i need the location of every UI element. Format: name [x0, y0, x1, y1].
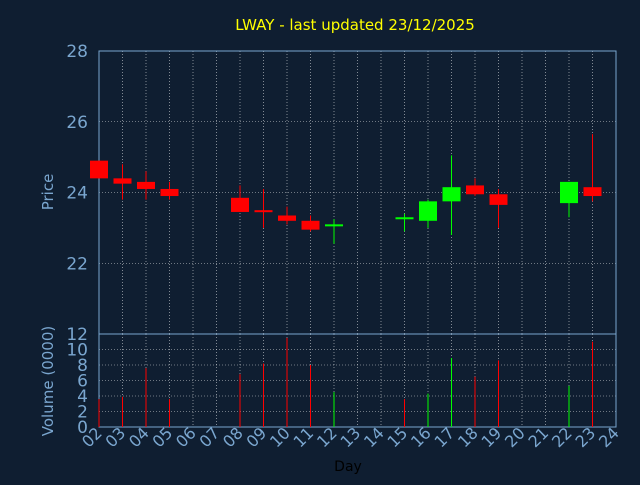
candle — [160, 181, 179, 200]
volume-y-tick-label: 10 — [66, 341, 88, 361]
candle-body — [301, 220, 320, 230]
candle — [442, 155, 461, 235]
candle — [137, 171, 155, 200]
candle-body — [278, 215, 296, 221]
candle-body — [419, 201, 437, 221]
candle-body — [160, 188, 179, 197]
candle — [325, 219, 343, 244]
price-y-tick-label: 26 — [66, 113, 88, 133]
candle — [583, 134, 602, 202]
volume-y-tick-label: 8 — [77, 356, 88, 376]
candle-body — [90, 160, 108, 179]
price-y-tick-labels: 22 24 26 28 — [66, 42, 88, 274]
candle — [278, 206, 296, 225]
candle-body — [231, 197, 249, 212]
candle-body — [325, 224, 343, 227]
volume-y-tick-label: 4 — [77, 387, 88, 407]
candle — [419, 199, 437, 228]
volume-y-tick-label: 2 — [77, 403, 88, 423]
candle — [231, 185, 249, 212]
volume-y-tick-label: 0 — [77, 418, 88, 438]
candle — [254, 188, 273, 228]
candle-body — [583, 187, 602, 197]
candle — [113, 164, 132, 200]
candle — [466, 178, 484, 197]
candle — [395, 213, 414, 232]
candle — [301, 215, 320, 232]
candlestick-series — [90, 134, 602, 244]
volume-axis-label: Volume (0000) — [39, 326, 57, 436]
price-y-tick-label: 24 — [66, 184, 88, 204]
candle — [489, 188, 508, 228]
volume-y-tick-label: 6 — [77, 372, 88, 392]
candle-body — [466, 185, 484, 195]
chart-title: LWAY - last updated 23/12/2025 — [235, 16, 475, 34]
candle-body — [489, 194, 508, 205]
candle-body — [560, 181, 578, 204]
price-axis-label: Price — [39, 174, 57, 211]
candle — [560, 181, 578, 218]
candle-body — [254, 210, 273, 213]
volume-y-tick-label: 12 — [66, 325, 88, 345]
price-y-tick-label: 28 — [66, 42, 88, 62]
price-y-tick-label: 22 — [66, 254, 88, 274]
candle-body — [113, 178, 132, 184]
candle-body — [137, 181, 155, 189]
candle-body — [395, 217, 414, 220]
volume-grid — [99, 334, 616, 427]
volume-panel-frame — [98, 333, 617, 428]
x-tick-labels: 0203040506070809101112131415161718192021… — [78, 423, 623, 451]
volume-series — [98, 337, 593, 427]
candle — [90, 160, 108, 179]
candle-body — [442, 187, 461, 202]
day-axis-label: Day — [334, 459, 362, 475]
